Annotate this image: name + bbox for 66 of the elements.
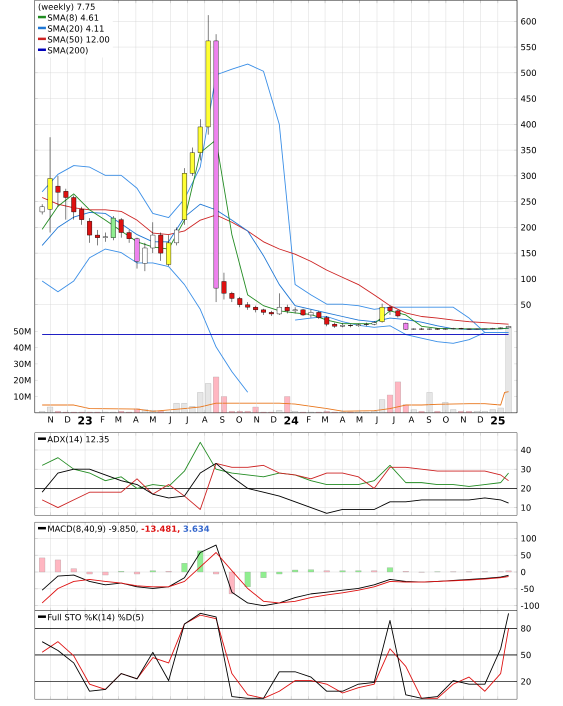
x-tick-label: J (168, 416, 171, 424)
x-tick-label: M (116, 416, 122, 422)
legend-label: SMA(200) (48, 46, 88, 54)
y-tick-label: -100 (521, 602, 540, 609)
x-tick-label: J (186, 416, 188, 424)
y-tick-label: 50 (521, 301, 531, 308)
x-tick-label: A (408, 416, 414, 422)
y2-tick-label: 30M (14, 360, 31, 368)
x-tick-label: F (307, 416, 311, 422)
chart-title: (weekly) 7.75 (38, 3, 95, 12)
y-tick-label: 150 (522, 250, 536, 256)
y-tick-label: 300 (521, 172, 536, 180)
y-tick-label: 250 (521, 198, 536, 205)
y-tick-label: 50 (521, 652, 531, 658)
y-tick-label: 100 (522, 535, 536, 542)
y-tick-label: 600 (521, 18, 536, 24)
x-tick-label: J (392, 416, 394, 424)
x-tick-label: 23 (78, 416, 92, 425)
y-tick-label: 550 (521, 44, 536, 50)
y-tick-label: 0 (521, 568, 526, 576)
y-tick-label: 20 (521, 678, 531, 685)
y-tick-label: 450 (521, 95, 536, 102)
x-tick-label: S (426, 416, 432, 423)
x-tick-label: 24 (284, 416, 298, 424)
x-tick-label: O (443, 416, 449, 423)
y-tick-label: 20 (521, 485, 531, 492)
y2-tick-label: 40M (14, 344, 31, 351)
text: Full STO %K(14) %D(5) (48, 614, 144, 622)
x-tick-label: N (461, 416, 466, 422)
y-tick-label: -50 (521, 586, 534, 592)
x-tick-label: M (150, 416, 156, 422)
x-tick-label: M (322, 416, 328, 422)
x-tick-label: S (220, 416, 225, 423)
x-tick-label: A (340, 416, 346, 422)
legend-label: SMA(50) 12.00 (48, 36, 110, 44)
y2-tick-label: 50M (14, 328, 31, 334)
y2-tick-label: 20M (14, 377, 31, 384)
x-tick-label: F (101, 416, 105, 422)
text: ADX(14) 12.35 (48, 436, 109, 444)
x-tick-label: N (48, 416, 54, 422)
x-tick-label: D (478, 416, 484, 422)
y-tick-label: 200 (521, 224, 536, 231)
y2-tick-label: 10M (14, 393, 31, 400)
x-tick-label: A (202, 416, 208, 422)
x-tick-label: J (375, 416, 378, 424)
legend-label: SMA(20) 4.11 (48, 25, 104, 33)
y-tick-label: 400 (521, 121, 536, 128)
legend-label: SMA(8) 4.61 (48, 14, 98, 22)
x-tick-label: N (254, 416, 260, 422)
x-tick-label: D (65, 416, 70, 422)
x-tick-label: O (236, 416, 242, 423)
y-tick-label: 40 (521, 446, 531, 454)
x-tick-label: A (133, 416, 139, 422)
y-tick-label: 350 (521, 146, 536, 154)
y-tick-label: 500 (521, 70, 536, 76)
annotation: 3.634 (184, 526, 210, 532)
x-tick-label: 25 (491, 416, 505, 425)
y-tick-label: 10 (522, 504, 531, 511)
y-tick-label: 50 (521, 552, 531, 558)
x-tick-label: M (356, 416, 362, 422)
text: MACD(8,40,9) -9.850, (48, 525, 138, 533)
y-tick-label: 100 (522, 276, 536, 282)
text: -13.481, (142, 526, 180, 533)
y-tick-label: 80 (521, 625, 531, 632)
x-tick-label: D (271, 416, 277, 422)
y-tick-label: 30 (521, 466, 531, 472)
